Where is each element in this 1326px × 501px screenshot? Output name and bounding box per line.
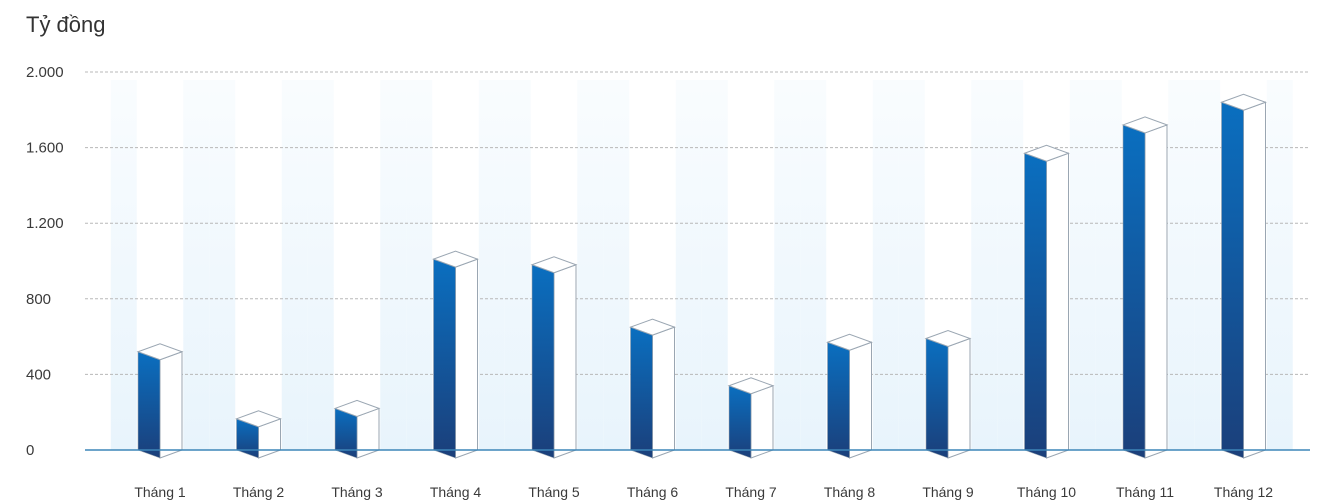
x-tick-label: Tháng 9 xyxy=(922,484,974,500)
x-tick-label: Tháng 11 xyxy=(1116,484,1174,500)
bar xyxy=(531,264,555,459)
background-band xyxy=(504,80,531,450)
bar-top-face xyxy=(629,318,676,336)
background-band xyxy=(1266,80,1293,450)
x-tick-label: Tháng 12 xyxy=(1214,484,1273,500)
bar-side-face xyxy=(159,351,183,459)
background-band xyxy=(898,80,925,450)
x-tick-label: Tháng 8 xyxy=(824,484,876,500)
bar xyxy=(1221,101,1244,459)
bar-side-face xyxy=(1243,101,1266,459)
background-band xyxy=(1095,80,1122,450)
bar-side-face xyxy=(1046,152,1069,459)
background-band xyxy=(774,80,801,450)
bar xyxy=(728,385,752,459)
background-band xyxy=(1194,80,1221,450)
background-band xyxy=(577,80,604,450)
bar-top-face xyxy=(826,333,873,351)
y-axis-unit-label: Tỷ đồng xyxy=(26,12,106,37)
y-tick-label: 400 xyxy=(26,366,51,383)
y-tick-label: 1.200 xyxy=(26,215,64,232)
background-band xyxy=(701,80,728,450)
bar-top-face xyxy=(136,343,184,361)
bar-side-face xyxy=(947,337,971,459)
bar-top-face xyxy=(1121,116,1169,134)
bar-top-face xyxy=(1220,93,1267,111)
background-band xyxy=(1168,80,1195,450)
bar-side-face xyxy=(750,385,774,459)
x-tick-label: Tháng 5 xyxy=(528,484,580,500)
bar-top-face xyxy=(924,329,972,348)
background-band xyxy=(997,80,1024,450)
background-band xyxy=(478,80,505,450)
x-tick-label: Tháng 4 xyxy=(430,484,482,500)
bar-side-face xyxy=(652,326,675,459)
bar xyxy=(137,351,161,459)
bar-side-face xyxy=(1144,124,1168,459)
bar-top-face xyxy=(333,399,381,417)
bar xyxy=(827,341,850,459)
bar-side-face xyxy=(455,258,478,459)
background-band xyxy=(281,80,308,450)
bar-top-face xyxy=(432,250,479,268)
x-tick-label: Tháng 6 xyxy=(627,484,679,500)
bar-top-face xyxy=(1023,144,1070,162)
x-tick-label: Tháng 2 xyxy=(233,484,285,500)
bar-top-face xyxy=(727,377,775,395)
background-band xyxy=(675,80,702,450)
background-band xyxy=(800,80,827,450)
x-tick-label: Tháng 1 xyxy=(134,484,186,500)
bar xyxy=(433,258,456,459)
background-band xyxy=(872,80,899,450)
bar xyxy=(925,338,949,459)
background-band xyxy=(406,80,433,450)
background-band xyxy=(380,80,407,450)
background-band xyxy=(110,80,137,450)
x-tick-label: Tháng 10 xyxy=(1017,484,1076,500)
bar-side-face xyxy=(553,264,577,459)
background-band xyxy=(603,80,630,450)
background-band xyxy=(1069,80,1096,450)
bar-top-face xyxy=(235,410,282,428)
y-tick-label: 800 xyxy=(26,291,51,308)
background-band xyxy=(183,80,210,450)
bar xyxy=(1024,152,1047,459)
x-tick-label: Tháng 3 xyxy=(331,484,383,500)
bar xyxy=(630,326,653,459)
bar-top-face xyxy=(530,256,578,274)
background-band xyxy=(971,80,998,450)
background-band xyxy=(209,80,236,450)
y-tick-label: 2.000 xyxy=(26,64,64,81)
background-band xyxy=(307,80,334,450)
bar-side-face xyxy=(849,341,872,459)
bar xyxy=(1122,124,1146,459)
y-tick-label: 0 xyxy=(26,442,34,459)
x-tick-label: Tháng 7 xyxy=(725,484,777,500)
y-tick-label: 1.600 xyxy=(26,140,64,157)
